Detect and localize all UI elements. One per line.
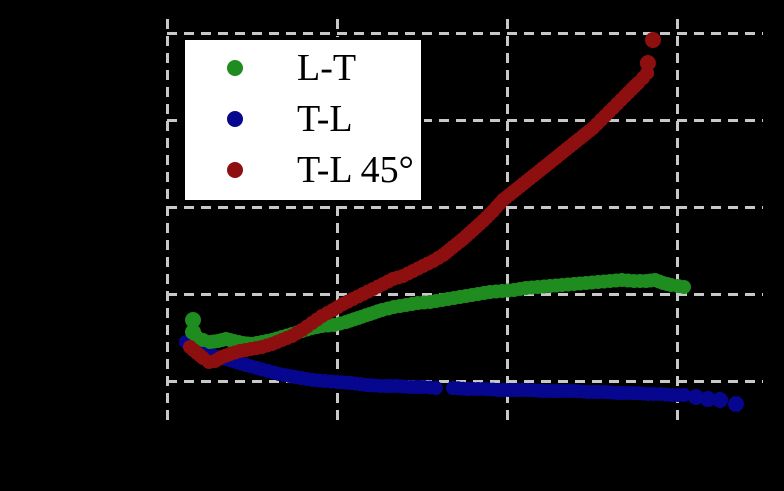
legend-marker-l-t-icon bbox=[227, 60, 243, 76]
data-point-l-t bbox=[185, 324, 201, 340]
data-point-l-t bbox=[185, 312, 201, 328]
data-point-t-l-45- bbox=[645, 32, 661, 48]
legend-item-t-l: T-L bbox=[185, 92, 421, 146]
horizontal-gridline bbox=[167, 31, 763, 35]
vertical-gridline bbox=[675, 19, 679, 425]
data-point-t-l bbox=[428, 381, 443, 395]
data-point-t-l bbox=[712, 392, 728, 408]
legend-item-t-l-45: T-L 45° bbox=[185, 143, 421, 197]
legend-label-l-t: L-T bbox=[297, 47, 357, 89]
data-point-t-l-45- bbox=[639, 55, 656, 71]
scatter-data-layer bbox=[179, 32, 744, 412]
legend-label-t-l: T-L bbox=[297, 98, 353, 140]
horizontal-gridline bbox=[167, 118, 763, 122]
data-point-l-t bbox=[677, 280, 691, 294]
legend-item-l-t: L-T bbox=[185, 41, 421, 95]
data-point-t-l bbox=[699, 391, 716, 407]
legend: L-T T-L T-L 45° bbox=[182, 37, 424, 203]
vertical-gridline bbox=[335, 19, 339, 425]
legend-label-t-l-45: T-L 45° bbox=[297, 149, 414, 191]
data-point-t-l bbox=[688, 389, 704, 405]
vertical-gridline bbox=[505, 19, 509, 425]
vertical-gridline bbox=[165, 19, 169, 425]
legend-marker-t-l-45-icon bbox=[227, 162, 243, 178]
horizontal-gridline bbox=[167, 379, 763, 383]
legend-marker-t-l-icon bbox=[227, 111, 243, 127]
plot-area: L-T T-L T-L 45° bbox=[165, 19, 763, 425]
data-point-t-l bbox=[677, 388, 691, 402]
horizontal-gridline bbox=[167, 205, 763, 209]
data-point-t-l bbox=[728, 396, 744, 412]
